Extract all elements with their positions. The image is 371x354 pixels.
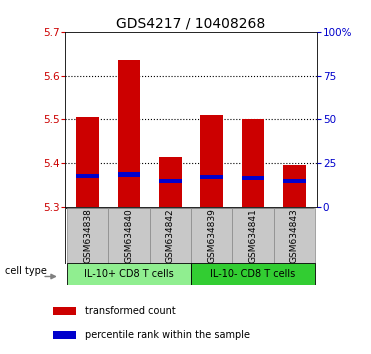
Title: GDS4217 / 10408268: GDS4217 / 10408268 [116, 17, 266, 31]
Bar [159, 157, 182, 207]
Bar [191, 208, 232, 264]
Bar [108, 208, 150, 264]
Bar [159, 179, 182, 183]
Text: GSM634841: GSM634841 [249, 209, 257, 263]
Bar [232, 208, 274, 264]
Bar [191, 263, 315, 285]
Bar [53, 331, 76, 339]
Bar [67, 208, 108, 264]
Bar [76, 174, 99, 178]
Text: GSM634840: GSM634840 [125, 209, 134, 263]
Bar [67, 263, 191, 285]
Bar [118, 60, 140, 207]
Bar [242, 120, 265, 207]
Text: IL-10+ CD8 T cells: IL-10+ CD8 T cells [84, 269, 174, 279]
Text: transformed count: transformed count [85, 306, 176, 316]
Text: cell type: cell type [5, 266, 47, 276]
Text: IL-10- CD8 T cells: IL-10- CD8 T cells [210, 269, 296, 279]
Bar [283, 179, 306, 183]
Bar [118, 172, 140, 177]
Bar [242, 176, 265, 181]
Bar [53, 307, 76, 315]
Bar [150, 208, 191, 264]
Bar [283, 165, 306, 207]
Bar [200, 115, 223, 207]
Bar [76, 117, 99, 207]
Text: GSM634842: GSM634842 [166, 209, 175, 263]
Text: GSM634839: GSM634839 [207, 208, 216, 263]
Bar [274, 208, 315, 264]
Text: GSM634838: GSM634838 [83, 208, 92, 263]
Text: percentile rank within the sample: percentile rank within the sample [85, 330, 250, 340]
Text: GSM634843: GSM634843 [290, 209, 299, 263]
Bar [200, 175, 223, 179]
